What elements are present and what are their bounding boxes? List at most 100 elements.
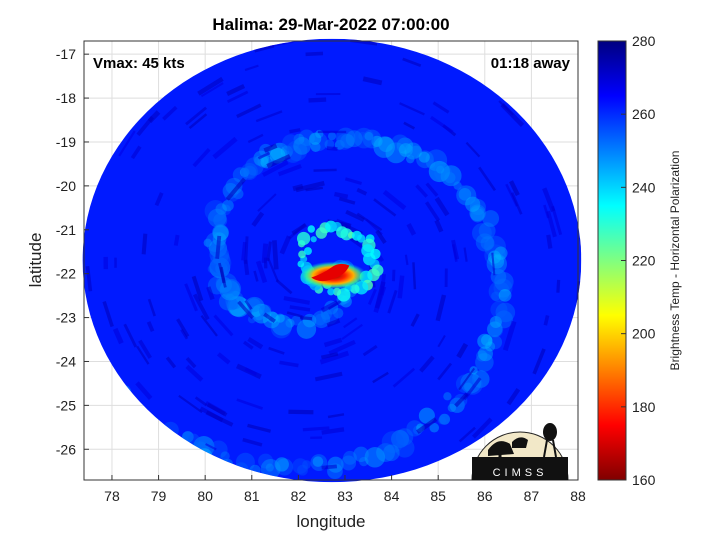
scan-streak xyxy=(314,371,343,382)
scan-streak xyxy=(315,92,341,96)
scan-streak xyxy=(130,145,142,160)
scan-streak xyxy=(162,105,178,121)
scan-streak xyxy=(244,367,258,376)
y-tick-label: -19 xyxy=(56,134,76,150)
y-tick-label: -23 xyxy=(56,310,76,326)
y-tick-label: -25 xyxy=(56,397,76,413)
scan-streak xyxy=(321,427,345,435)
rain-band-cell xyxy=(481,334,493,346)
scan-streak xyxy=(435,294,447,322)
rain-band-cell xyxy=(212,225,229,241)
y-tick-label: -26 xyxy=(56,441,76,457)
scan-streak xyxy=(491,252,496,276)
rain-band-cell xyxy=(381,431,404,454)
rain-band-cell xyxy=(477,333,493,349)
rain-band-cell xyxy=(353,127,375,149)
scan-streak xyxy=(255,260,268,284)
scan-streak xyxy=(373,198,397,217)
rain-band-cell xyxy=(478,346,493,362)
rain-band-cell xyxy=(82,322,87,343)
scan-streak xyxy=(327,413,345,419)
rain-band-cell xyxy=(215,272,238,295)
scan-streak xyxy=(206,402,228,417)
scan-streak xyxy=(319,350,350,365)
scan-streak xyxy=(102,300,114,328)
scan-streak xyxy=(419,355,435,373)
scan-streak xyxy=(279,360,299,368)
scan-streak xyxy=(343,317,358,329)
y-tick-label: -24 xyxy=(56,353,76,369)
rain-band-cell xyxy=(285,318,295,328)
scan-streak xyxy=(323,337,343,348)
scan-streak xyxy=(291,222,308,236)
scan-streak xyxy=(165,356,177,369)
rain-band-cell xyxy=(286,140,308,162)
scan-streak xyxy=(178,394,203,414)
scan-streak xyxy=(262,160,289,177)
scan-streak xyxy=(200,82,224,98)
rain-band-cell xyxy=(359,456,369,467)
rain-band-cell xyxy=(491,291,501,301)
rain-band-cell xyxy=(291,315,302,326)
scan-streak xyxy=(275,279,293,295)
rain-band-cell xyxy=(56,295,69,308)
rain-band-cell xyxy=(297,464,308,476)
rain-band-cell xyxy=(475,353,494,372)
rain-band-cell xyxy=(207,264,217,274)
rain-band-cell xyxy=(434,163,452,182)
scan-streak xyxy=(416,417,438,434)
vmax-label: Vmax: 45 kts xyxy=(93,55,185,72)
scan-streak xyxy=(362,76,383,86)
rain-band-cell xyxy=(342,450,357,465)
y-tick-label: -20 xyxy=(56,178,76,194)
rain-band-cell xyxy=(207,208,227,228)
rain-band-cell xyxy=(280,145,293,158)
scan-streak xyxy=(333,191,349,200)
scan-streak xyxy=(328,339,356,356)
x-tick-label: 83 xyxy=(337,488,353,504)
scan-streak xyxy=(509,180,520,197)
rain-band-cell xyxy=(55,293,66,304)
scan-streak xyxy=(147,298,156,317)
scan-streak xyxy=(279,235,292,255)
rain-band-cell xyxy=(324,139,335,150)
rain-band-cell xyxy=(470,208,485,223)
scan-streak xyxy=(286,311,303,318)
scan-streak xyxy=(546,234,553,249)
scan-streak xyxy=(308,97,327,103)
scan-streak xyxy=(200,314,218,337)
rain-band-cell xyxy=(478,222,496,240)
scan-streak xyxy=(382,189,407,211)
scan-streak xyxy=(197,76,224,96)
scan-streak xyxy=(56,237,60,265)
scan-streak xyxy=(387,289,398,314)
rain-band-cell xyxy=(428,160,450,183)
y-tick-label: -22 xyxy=(56,266,76,282)
rain-band-cell xyxy=(440,165,462,187)
scan-streak xyxy=(444,268,448,288)
rain-band-cell xyxy=(298,129,315,146)
rain-band-cell xyxy=(271,314,293,336)
scan-streak xyxy=(173,234,180,246)
scan-streak xyxy=(213,314,234,337)
scan-streak xyxy=(321,464,338,470)
rain-band-cell xyxy=(364,131,374,141)
rain-band-cell xyxy=(282,134,300,152)
scan-streak xyxy=(176,318,190,338)
rain-band-cell xyxy=(207,276,226,295)
scan-streak xyxy=(430,115,454,134)
scan-streak xyxy=(266,154,291,169)
scan-streak xyxy=(367,288,377,305)
scan-streak xyxy=(344,177,363,186)
scan-streak xyxy=(236,103,262,119)
scan-streak xyxy=(289,305,311,312)
y-tick-label: -21 xyxy=(56,222,76,238)
scan-streak xyxy=(247,423,272,433)
scan-streak xyxy=(188,113,208,130)
scan-streak xyxy=(299,316,313,321)
scan-streak xyxy=(424,201,441,222)
scan-streak xyxy=(502,320,517,351)
rain-band-cell xyxy=(490,301,508,319)
scan-streak xyxy=(247,133,264,144)
